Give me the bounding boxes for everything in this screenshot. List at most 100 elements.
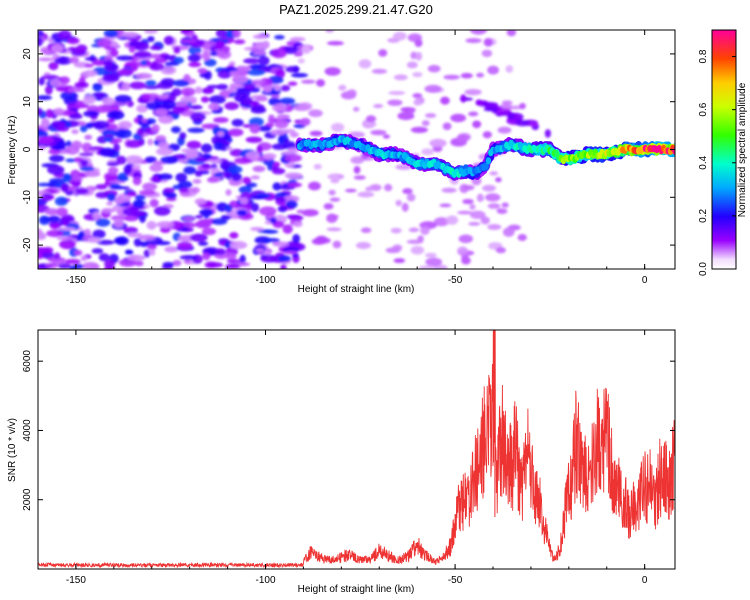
noise-blob: [226, 252, 237, 261]
noise-blob: [226, 146, 233, 151]
noise-blob: [162, 100, 177, 110]
noise-blob: [287, 182, 303, 188]
spectrogram-x-tick-label: -100: [255, 275, 275, 286]
noise-blob: [201, 227, 217, 236]
noise-blob: [378, 49, 388, 57]
colorbar-tick-label: 0.0: [698, 262, 709, 276]
noise-blob: [224, 102, 240, 111]
noise-blob: [472, 120, 482, 129]
noise-blob: [107, 192, 116, 202]
noise-blob: [198, 219, 212, 224]
noise-blob: [328, 189, 336, 196]
noise-blob: [149, 45, 161, 51]
noise-blob: [158, 173, 173, 181]
noise-blob: [254, 41, 270, 50]
noise-blob: [158, 141, 170, 149]
noise-blob: [92, 211, 101, 220]
noise-blob: [353, 175, 366, 180]
noise-blob: [274, 119, 289, 129]
noise-blob: [58, 30, 72, 40]
noise-blob: [162, 261, 175, 268]
noise-blob: [271, 48, 287, 59]
noise-blob: [72, 173, 80, 182]
noise-blob: [179, 132, 187, 140]
noise-blob: [178, 188, 190, 193]
noise-blob: [470, 30, 488, 35]
noise-blob: [252, 50, 267, 56]
noise-blob: [505, 65, 514, 73]
noise-blob: [54, 196, 68, 207]
noise-blob: [186, 140, 202, 150]
noise-blob: [183, 166, 197, 175]
noise-blob: [138, 189, 157, 196]
noise-blob: [44, 85, 53, 95]
noise-blob: [476, 193, 484, 203]
noise-blob: [252, 165, 266, 173]
noise-blob: [245, 151, 260, 161]
noise-blob: [215, 30, 227, 38]
noise-blob: [65, 140, 72, 148]
noise-blob: [170, 126, 181, 134]
noise-blob: [82, 261, 99, 269]
noise-blob: [501, 202, 509, 208]
noise-blob: [272, 241, 289, 247]
noise-blob: [358, 59, 372, 69]
noise-blob: [79, 124, 88, 133]
noise-blob: [327, 41, 344, 46]
noise-blob: [114, 129, 132, 139]
noise-blob: [107, 118, 115, 123]
noise-blob: [51, 258, 67, 265]
snr-series-line: [38, 330, 675, 569]
spectrogram-x-ticks: -150 -100 -50 0: [37, 30, 648, 286]
noise-blob: [418, 265, 437, 269]
noise-blob: [38, 251, 44, 260]
noise-blob: [38, 215, 50, 226]
noise-blob: [188, 61, 202, 68]
noise-blob: [129, 81, 147, 90]
noise-blob: [113, 143, 121, 153]
noise-blob: [96, 239, 115, 245]
noise-blob: [236, 209, 248, 217]
noise-blob: [98, 253, 110, 262]
noise-blob: [464, 88, 482, 96]
noise-blob: [250, 202, 260, 212]
noise-blob: [62, 173, 72, 183]
noise-blob: [145, 101, 161, 110]
noise-blob: [308, 109, 323, 118]
noise-blob: [393, 74, 408, 81]
noise-blob: [460, 72, 473, 79]
noise-blob: [203, 70, 212, 80]
noise-blob: [224, 30, 234, 37]
noise-blob: [178, 180, 193, 189]
noise-blob: [272, 103, 287, 112]
noise-blob: [57, 263, 72, 269]
noise-blob: [67, 37, 80, 45]
noise-blob: [92, 229, 106, 239]
noise-blob: [326, 227, 342, 232]
noise-blob: [406, 193, 416, 202]
noise-blob: [79, 159, 89, 167]
noise-blob: [282, 141, 297, 149]
noise-blob: [256, 145, 263, 155]
noise-blob: [370, 129, 387, 136]
noise-blob: [55, 207, 68, 217]
noise-blob: [183, 74, 191, 82]
noise-blob: [228, 128, 244, 137]
noise-blob: [283, 250, 299, 255]
noise-blob: [211, 135, 225, 145]
noise-blob: [450, 113, 467, 123]
noise-blob: [425, 257, 443, 267]
noise-blob: [234, 65, 250, 73]
noise-blob: [250, 79, 265, 85]
noise-blob: [117, 68, 134, 76]
noise-blob: [463, 185, 475, 191]
colorbar: 0.0 0.2 0.4 0.6 0.8 Normalized spectral ampl…: [698, 29, 748, 276]
noise-blob: [38, 107, 43, 116]
noise-blob: [124, 215, 139, 222]
noise-blob: [138, 234, 156, 241]
noise-blob: [55, 86, 69, 92]
noise-blob: [128, 40, 141, 48]
noise-blob: [60, 91, 78, 101]
noise-blob: [72, 263, 84, 269]
noise-blob: [91, 59, 108, 66]
